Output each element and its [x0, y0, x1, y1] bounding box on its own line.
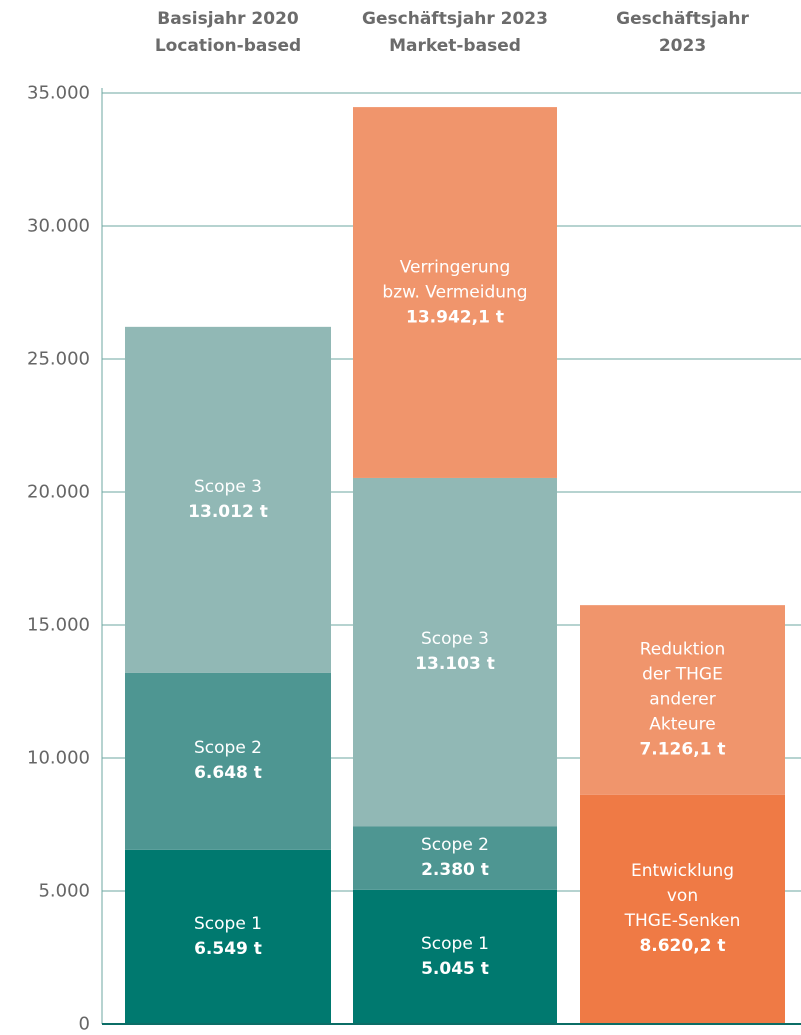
- segment-label: Scope 1 5.045 t: [421, 932, 489, 982]
- category-label: Geschäftsjahr 2023 Market-based: [362, 9, 548, 56]
- segment-name: Scope 1: [193, 913, 263, 934]
- segment-label: Scope 3 13.012 t: [188, 475, 268, 525]
- bar-segment: [125, 326, 331, 673]
- bar-segment: [353, 889, 557, 1024]
- segment-name: Verringerung bzw. Vermeidung: [382, 257, 528, 303]
- segment-value: 6.648 t: [194, 763, 262, 784]
- segment-label: Verringerung bzw. Vermeidung 13.942,1 t: [382, 255, 527, 330]
- segment-value: 13.942,1 t: [406, 307, 504, 328]
- segment-name: Scope 3: [193, 476, 262, 497]
- segment-name: Scope 2: [420, 835, 490, 856]
- y-tick-label: 5.000: [38, 880, 90, 902]
- y-tick-label: 10.000: [27, 747, 90, 769]
- segment-label: Scope 2 6.648 t: [194, 736, 262, 786]
- y-tick-label: 0: [78, 1013, 90, 1035]
- y-tick-label: 15.000: [27, 614, 90, 636]
- segment-name: Reduktion der THGE anderer Akteure: [639, 639, 726, 735]
- segment-value: 8.620,2 t: [639, 936, 726, 957]
- segment-label: Scope 3 13.103 t: [415, 627, 495, 677]
- segment-label: Reduktion der THGE anderer Akteure 7.126,…: [623, 637, 742, 762]
- segment-label: Scope 2 2.380 t: [421, 833, 489, 883]
- segment-value: 13.012 t: [188, 501, 268, 522]
- bar-segment: [125, 849, 331, 1024]
- y-tick-label: 35.000: [27, 82, 90, 104]
- segment-label: Scope 1 6.549 t: [194, 912, 262, 962]
- bar-segment: [580, 605, 785, 795]
- bar-segment: [353, 107, 557, 478]
- bar-segment: [125, 672, 331, 850]
- segment-value: 5.045 t: [421, 958, 489, 979]
- y-tick-label: 20.000: [27, 481, 90, 503]
- segment-value: 7.126,1 t: [639, 739, 726, 760]
- segment-value: 6.549 t: [194, 938, 262, 959]
- y-tick-label: 25.000: [27, 348, 90, 370]
- segment-label: Entwicklung von THGE-Senken 8.620,2 t: [623, 859, 742, 959]
- segment-name: Scope 3: [420, 629, 489, 650]
- category-label: Basisjahr 2020 Location-based: [154, 9, 302, 56]
- segment-name: Scope 2: [193, 738, 263, 759]
- segment-value: 2.380 t: [421, 860, 489, 881]
- bar-segment: [353, 477, 557, 827]
- segment-name: Entwicklung von THGE-Senken: [624, 861, 741, 932]
- bar-segment: [580, 794, 785, 1024]
- segment-value: 13.103 t: [415, 654, 495, 675]
- bar-segment: [353, 826, 557, 890]
- y-tick-label: 30.000: [27, 215, 90, 237]
- segment-name: Scope 1: [420, 933, 490, 954]
- category-label: Geschäftsjahr 2023: [616, 9, 749, 56]
